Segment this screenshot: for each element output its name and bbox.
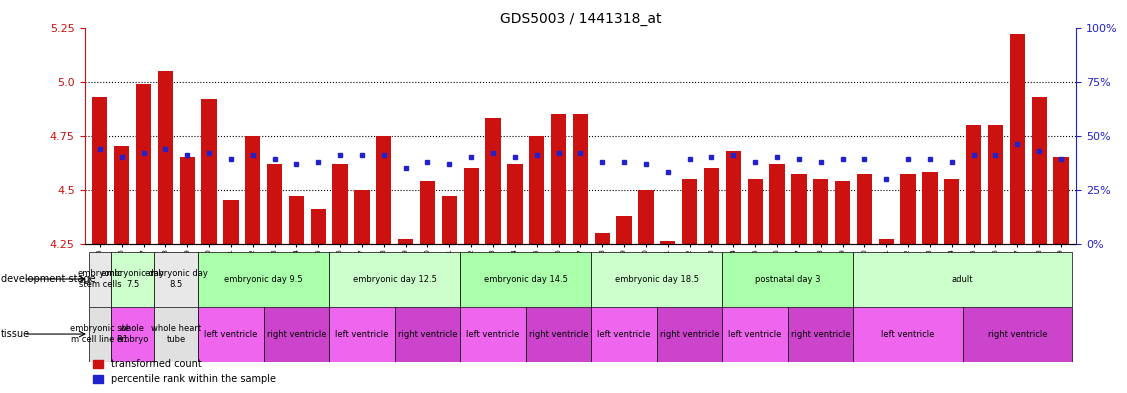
Bar: [158, 71, 174, 244]
Text: left ventricle: left ventricle: [467, 330, 520, 338]
Text: embryonic day
7.5: embryonic day 7.5: [101, 269, 165, 289]
Bar: [726, 151, 740, 244]
Bar: [1010, 34, 1024, 244]
Bar: [198, 307, 264, 362]
Bar: [198, 252, 329, 307]
Text: embryonic day 9.5: embryonic day 9.5: [224, 275, 303, 283]
Text: embryonic
stem cells: embryonic stem cells: [78, 269, 122, 289]
Bar: [460, 307, 526, 362]
Text: whole heart
tube: whole heart tube: [151, 324, 202, 344]
Text: embryonic day
8.5: embryonic day 8.5: [145, 269, 207, 289]
Legend: transformed count, percentile rank within the sample: transformed count, percentile rank withi…: [89, 356, 279, 388]
Bar: [770, 163, 784, 244]
Text: embryonic day 14.5: embryonic day 14.5: [483, 275, 568, 283]
Text: left ventricle: left ventricle: [881, 330, 934, 338]
Bar: [657, 307, 722, 362]
Text: development stage: development stage: [1, 274, 96, 284]
Text: right ventricle: right ventricle: [791, 330, 851, 338]
Bar: [592, 307, 657, 362]
Text: right ventricle: right ventricle: [267, 330, 326, 338]
Bar: [526, 307, 592, 362]
Bar: [1054, 157, 1068, 244]
Bar: [289, 196, 304, 244]
Bar: [879, 239, 894, 244]
Text: left ventricle: left ventricle: [204, 330, 258, 338]
Text: right ventricle: right ventricle: [398, 330, 458, 338]
Text: left ventricle: left ventricle: [335, 330, 389, 338]
Bar: [704, 168, 719, 244]
Text: left ventricle: left ventricle: [597, 330, 650, 338]
Bar: [460, 252, 592, 307]
Bar: [660, 241, 675, 244]
Bar: [89, 307, 110, 362]
Bar: [463, 168, 479, 244]
Text: embryonic day 12.5: embryonic day 12.5: [353, 275, 436, 283]
Text: right ventricle: right ventricle: [529, 330, 588, 338]
Bar: [223, 200, 239, 244]
Bar: [638, 189, 654, 244]
Bar: [987, 125, 1003, 244]
Bar: [376, 136, 391, 244]
Title: GDS5003 / 1441318_at: GDS5003 / 1441318_at: [499, 13, 662, 26]
Bar: [114, 146, 130, 244]
Bar: [311, 209, 326, 244]
Bar: [420, 181, 435, 244]
Text: right ventricle: right ventricle: [987, 330, 1047, 338]
Bar: [551, 114, 566, 244]
Bar: [329, 252, 460, 307]
Bar: [747, 179, 763, 244]
Bar: [92, 97, 107, 244]
Bar: [962, 307, 1072, 362]
Bar: [245, 136, 260, 244]
Bar: [1031, 97, 1047, 244]
Bar: [329, 307, 394, 362]
Bar: [788, 307, 853, 362]
Bar: [202, 99, 216, 244]
Bar: [835, 181, 850, 244]
Bar: [110, 307, 154, 362]
Bar: [966, 125, 982, 244]
Bar: [682, 179, 698, 244]
Bar: [592, 252, 722, 307]
Bar: [154, 252, 198, 307]
Text: left ventricle: left ventricle: [728, 330, 782, 338]
Bar: [900, 174, 916, 244]
Text: tissue: tissue: [1, 329, 30, 339]
Bar: [616, 215, 632, 244]
Bar: [722, 252, 853, 307]
Bar: [486, 118, 500, 244]
Bar: [857, 174, 872, 244]
Bar: [944, 179, 959, 244]
Bar: [722, 307, 788, 362]
Bar: [595, 233, 610, 244]
Bar: [853, 252, 1072, 307]
Text: adult: adult: [952, 275, 974, 283]
Bar: [110, 252, 154, 307]
Bar: [394, 307, 460, 362]
Text: embryonic day 18.5: embryonic day 18.5: [615, 275, 699, 283]
Bar: [179, 157, 195, 244]
Bar: [89, 252, 110, 307]
Bar: [398, 239, 414, 244]
Bar: [507, 163, 523, 244]
Bar: [791, 174, 807, 244]
Bar: [442, 196, 456, 244]
Text: whole
embryo: whole embryo: [116, 324, 149, 344]
Bar: [853, 307, 962, 362]
Bar: [332, 163, 348, 244]
Bar: [154, 307, 198, 362]
Text: embryonic ste
m cell line R1: embryonic ste m cell line R1: [70, 324, 130, 344]
Bar: [573, 114, 588, 244]
Bar: [136, 84, 151, 244]
Text: postnatal day 3: postnatal day 3: [755, 275, 820, 283]
Bar: [529, 136, 544, 244]
Bar: [813, 179, 828, 244]
Text: right ventricle: right ventricle: [660, 330, 719, 338]
Bar: [354, 189, 370, 244]
Bar: [267, 163, 282, 244]
Bar: [922, 172, 938, 244]
Bar: [264, 307, 329, 362]
